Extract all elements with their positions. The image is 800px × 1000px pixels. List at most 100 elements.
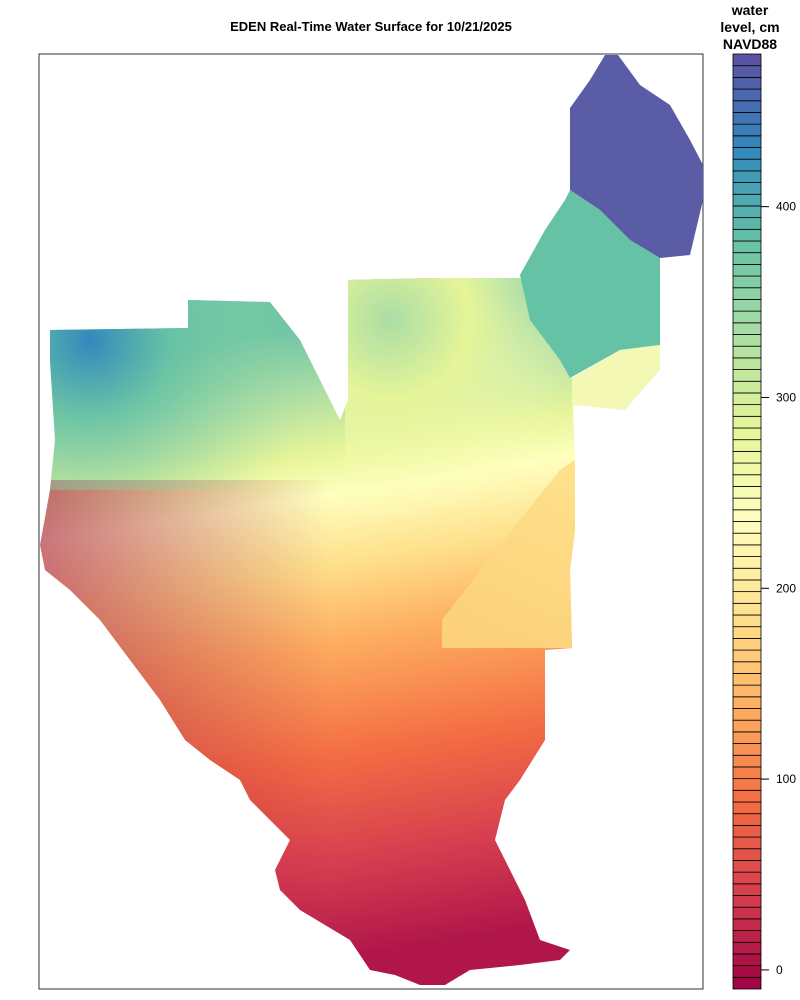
northwest-south-region xyxy=(40,278,575,985)
colorbar-ticks: 0 100 200 300 400 xyxy=(761,200,796,977)
colorbar-tick-label: 400 xyxy=(776,200,796,214)
colorbar-bin xyxy=(732,380,762,394)
colorbar-bin xyxy=(732,649,762,663)
colorbar-bin xyxy=(732,158,762,172)
colorbar-bin xyxy=(732,778,762,791)
colorbar-bin xyxy=(732,322,762,335)
colorbar-bin xyxy=(732,801,762,815)
colorbar-bin xyxy=(732,637,762,651)
colorbar-tick-label: 100 xyxy=(776,772,796,786)
colorbar-bin xyxy=(732,743,762,756)
colorbar-bin xyxy=(732,415,762,429)
colorbar-bin xyxy=(732,310,762,324)
colorbar-bin xyxy=(732,65,762,78)
colorbar-title-line: NAVD88 xyxy=(722,36,778,52)
northeast-region xyxy=(570,55,703,258)
colorbar-bin xyxy=(732,602,762,616)
colorbar-bin xyxy=(732,112,762,125)
colorbar-bin xyxy=(732,193,762,207)
colorbar-bin xyxy=(732,579,762,593)
colorbar-bin xyxy=(732,906,762,920)
colorbar-bin xyxy=(732,334,762,347)
plot-frame xyxy=(38,53,704,990)
northwest-high-water xyxy=(40,278,359,490)
colorbar-bin xyxy=(732,953,762,967)
colorbar-bin xyxy=(732,427,762,441)
east-plateau xyxy=(442,460,575,648)
colorbar-bin xyxy=(732,135,762,148)
colorbar-bin xyxy=(732,930,762,943)
colorbar-bin xyxy=(732,661,762,674)
map-title: EDEN Real-Time Water Surface for 10/21/2… xyxy=(230,19,512,34)
northeast-small-region xyxy=(572,345,660,410)
colorbar-bin xyxy=(732,556,762,569)
colorbar-bin xyxy=(732,544,762,557)
colorbar-bin xyxy=(732,228,762,242)
colorbar-bin xyxy=(732,182,762,195)
colorbar-bin xyxy=(732,287,762,300)
colorbar-bin xyxy=(732,789,762,803)
colorbar-bin xyxy=(732,976,762,990)
colorbar-bin xyxy=(732,369,762,382)
colorbar-bin xyxy=(732,848,762,861)
colorbar xyxy=(732,53,762,990)
colorbar-bin xyxy=(732,696,762,709)
colorbar-title-line: level, cm xyxy=(720,19,780,35)
northeast-middle-region xyxy=(520,190,660,378)
colorbar-bin xyxy=(732,450,762,464)
colorbar-bin xyxy=(732,462,762,476)
colorbar-bin xyxy=(732,252,762,265)
colorbar-bin xyxy=(732,719,762,733)
colorbar-bin xyxy=(732,941,762,955)
colorbar-title-line: water xyxy=(731,2,769,18)
colorbar-bin xyxy=(732,614,762,628)
colorbar-bin xyxy=(732,684,762,698)
colorbar-bin xyxy=(732,474,762,487)
colorbar-bin xyxy=(732,76,762,90)
colorbar-bin xyxy=(732,357,762,370)
colorbar-bin xyxy=(732,497,762,511)
colorbar-title: water level, cm NAVD88 xyxy=(715,2,785,53)
colorbar-bin xyxy=(732,754,762,768)
colorbar-bin xyxy=(732,567,762,581)
colorbar-bin xyxy=(732,673,762,686)
colorbar-bin xyxy=(732,836,762,850)
colorbar-bin xyxy=(732,824,762,838)
colorbar-bin xyxy=(732,404,762,417)
colorbar-bin xyxy=(732,509,762,522)
colorbar-bin xyxy=(732,532,762,546)
colorbar-bin xyxy=(732,53,762,67)
colorbar-bin xyxy=(732,100,762,113)
colorbar-bin xyxy=(732,883,762,896)
colorbar-tick-label: 200 xyxy=(776,581,796,595)
colorbar-bin xyxy=(732,147,762,160)
colorbar-bin xyxy=(732,439,762,452)
colorbar-bin xyxy=(732,123,762,137)
colorbar-bin xyxy=(732,708,762,721)
colorbar-bin xyxy=(732,88,762,102)
colorbar-bin xyxy=(732,918,762,931)
colorbar-bin xyxy=(732,965,762,978)
colorbar-bin xyxy=(732,263,762,277)
colorbar-bin xyxy=(732,486,762,499)
colorbar-bin xyxy=(732,392,762,406)
colorbar-bin xyxy=(732,299,762,312)
colorbar-bin xyxy=(732,813,762,826)
colorbar-bin xyxy=(732,860,762,873)
colorbar-bin xyxy=(732,345,762,359)
colorbar-bin xyxy=(732,275,762,289)
colorbar-bin xyxy=(732,170,762,183)
colorbar-bin xyxy=(732,521,762,534)
colorbar-bin xyxy=(732,205,762,219)
colorbar-bin xyxy=(732,240,762,254)
colorbar-bin xyxy=(732,217,762,230)
colorbar-bin xyxy=(732,871,762,885)
colorbar-bin xyxy=(732,731,762,744)
colorbar-tick-label: 0 xyxy=(776,963,783,977)
coastal-edge-shading xyxy=(40,480,339,985)
colorbar-bin xyxy=(732,626,762,639)
colorbar-bin xyxy=(732,895,762,908)
colorbar-bin xyxy=(732,766,762,780)
colorbar-tick-label: 300 xyxy=(776,390,796,404)
